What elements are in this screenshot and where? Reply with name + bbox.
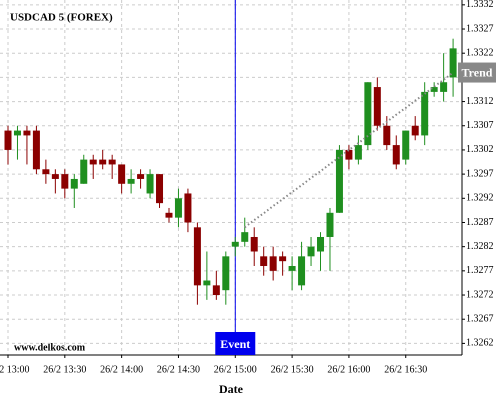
candle-body xyxy=(108,159,116,165)
candle-body xyxy=(127,178,135,184)
candle-body xyxy=(222,256,230,291)
candle-body xyxy=(89,159,97,165)
y-tick-label: 1.3312 xyxy=(466,96,494,107)
x-tick-label: 26/2 13:30 xyxy=(43,364,86,375)
chart-title: USDCAD 5 (FOREX) xyxy=(10,12,113,24)
candle-body xyxy=(156,174,164,204)
y-tick-label: 1.3287 xyxy=(466,217,494,228)
candle-body xyxy=(193,227,201,286)
candle-body xyxy=(70,178,78,189)
plot-area xyxy=(0,0,462,355)
candle-body xyxy=(326,212,334,237)
candle-body xyxy=(373,87,381,126)
candle-body xyxy=(118,164,126,184)
candle-body xyxy=(430,87,438,92)
watermark: www.delkos.com xyxy=(14,342,86,353)
candle-body xyxy=(411,125,419,136)
y-tick-label: 1.3272 xyxy=(466,289,494,300)
candle-body xyxy=(354,145,362,160)
candle-body xyxy=(203,280,211,286)
candle-body xyxy=(364,82,372,146)
candle-body xyxy=(51,174,59,179)
candle-body xyxy=(449,48,457,78)
x-tick-label: 26/2 14:00 xyxy=(100,364,143,375)
candle-body xyxy=(165,212,173,218)
candle-body xyxy=(298,256,306,286)
candle-body xyxy=(241,232,249,242)
x-tick-label: 26/2 14:30 xyxy=(157,364,200,375)
candle-body xyxy=(335,149,343,213)
candle-body xyxy=(32,130,40,170)
candle-body xyxy=(279,256,287,262)
y-tick-label: 1.3292 xyxy=(466,193,494,204)
y-tick-label: 1.3297 xyxy=(466,168,494,179)
event-label: Event xyxy=(220,337,250,351)
candle-body xyxy=(383,125,391,146)
candle-body xyxy=(231,241,239,247)
x-tick-label: 26/2 15:00 xyxy=(214,364,257,375)
candle-body xyxy=(440,82,448,92)
event-label-box xyxy=(215,332,256,355)
candle-body xyxy=(42,169,50,175)
candle-body xyxy=(345,149,353,160)
candle-body xyxy=(61,174,69,189)
y-tick-label: 1.3277 xyxy=(466,265,494,276)
x-axis-label: Date xyxy=(219,382,244,396)
x-tick-label: 26/2 16:00 xyxy=(327,364,370,375)
candle-body xyxy=(250,236,258,252)
candle-body xyxy=(4,130,12,150)
candle-body xyxy=(137,174,145,179)
candle-body xyxy=(146,174,154,194)
candle-body xyxy=(99,159,107,165)
candle-body xyxy=(269,256,277,271)
trend-label-box xyxy=(458,62,496,83)
y-tick-label: 1.3327 xyxy=(466,23,494,34)
x-tick-label: 26/2 13:00 xyxy=(0,364,30,375)
y-tick-label: 1.3332 xyxy=(466,0,494,10)
candle-body xyxy=(260,256,268,267)
candle-body xyxy=(174,198,182,218)
x-tick-label: 26/2 16:30 xyxy=(384,364,427,375)
grid xyxy=(0,0,462,355)
candle-body xyxy=(13,130,21,136)
candle-body xyxy=(421,91,429,136)
trend-line xyxy=(244,71,454,229)
y-tick-label: 1.3262 xyxy=(466,338,494,349)
y-tick-label: 1.3282 xyxy=(466,241,494,252)
candle-body xyxy=(212,285,220,296)
candle-body xyxy=(307,246,315,257)
candle-body xyxy=(80,159,88,184)
candle-body xyxy=(317,236,325,252)
candle-body xyxy=(392,145,400,165)
candle-body xyxy=(184,193,192,223)
candle-body xyxy=(288,266,296,271)
candle-body xyxy=(402,130,410,160)
x-tick-label: 26/2 15:30 xyxy=(271,364,314,375)
y-tick-label: 1.3322 xyxy=(466,47,494,58)
y-tick-label: 1.3302 xyxy=(466,144,494,155)
trend-label: Trend xyxy=(462,65,493,79)
y-tick-label: 1.3267 xyxy=(466,314,494,325)
y-tick-label: 1.3307 xyxy=(466,120,494,131)
candle-body xyxy=(23,130,31,136)
